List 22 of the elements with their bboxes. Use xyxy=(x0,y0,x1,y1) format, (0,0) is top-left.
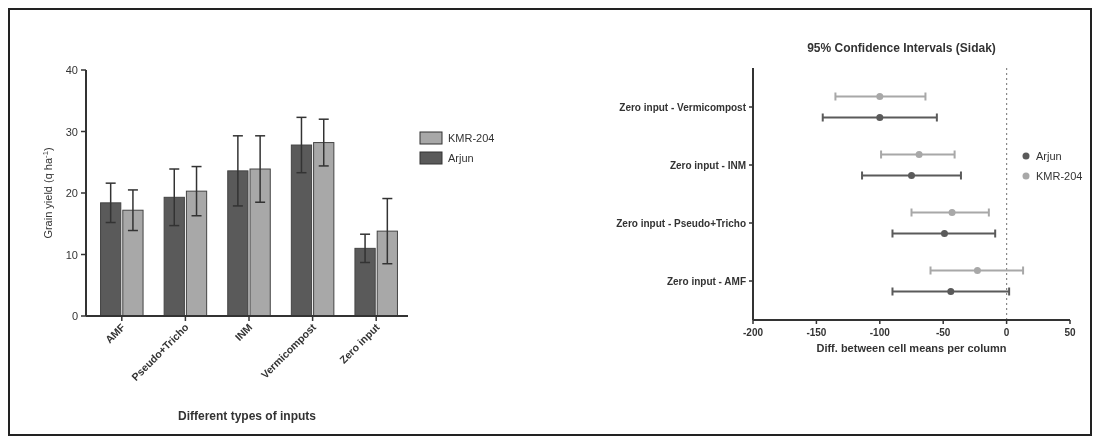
y-tick-label: Zero input - Vermicompost xyxy=(619,102,747,113)
x-tick-label: -50 xyxy=(935,327,951,338)
y-tick-label: 10 xyxy=(65,248,78,261)
y-tick-label: 30 xyxy=(65,125,78,138)
chart-title: 95% Confidence Intervals (Sidak) xyxy=(807,41,996,55)
x-tick-label: -200 xyxy=(742,327,764,338)
x-tick-label: -150 xyxy=(806,327,827,338)
legend-label: KMR-204 xyxy=(1036,170,1083,182)
legend-label: Arjun xyxy=(448,152,474,164)
legend-label: KMR-204 xyxy=(448,132,495,144)
x-axis-title: Diff. between cell means per column xyxy=(816,342,1007,354)
y-tick-label: 0 xyxy=(71,310,78,322)
x-tick-label: 0 xyxy=(1003,327,1010,338)
y-tick-label: 20 xyxy=(65,187,78,199)
x-tick-label: 50 xyxy=(1064,327,1076,338)
y-tick-label: Zero input - INM xyxy=(669,160,746,171)
y-tick-label: Zero input - Pseudo+Tricho xyxy=(616,218,746,229)
x-tick-label: -100 xyxy=(869,327,891,338)
y-tick-label: Zero input - AMF xyxy=(666,276,746,287)
legend-label: Arjun xyxy=(1036,150,1062,162)
y-tick-label: 40 xyxy=(65,64,78,76)
x-axis-title: Different types of inputs xyxy=(177,409,317,423)
